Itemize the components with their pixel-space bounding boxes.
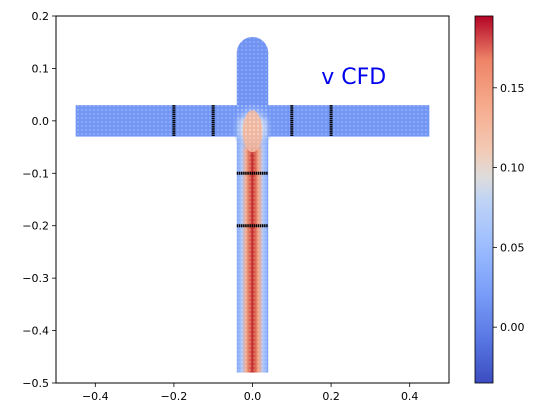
y-tick-label: −0.4 <box>22 325 49 338</box>
y-tick-label: 0.2 <box>32 10 50 23</box>
y-tick-label: −0.5 <box>22 377 49 390</box>
x-tick-label: −0.4 <box>82 390 109 403</box>
colorbar-axis: 0.15 0.10 0.05 0.00 <box>493 82 525 334</box>
x-axis: −0.4 −0.2 0.0 0.2 0.4 <box>82 383 419 403</box>
x-tick-label: 0.4 <box>401 390 419 403</box>
y-tick-label: −0.2 <box>22 220 49 233</box>
x-tick-label: 0.2 <box>322 390 340 403</box>
annotation-label: v CFD <box>321 65 386 90</box>
flow-domain <box>75 36 430 373</box>
y-axis: 0.2 0.1 0.0 −0.1 −0.2 −0.3 −0.4 −0.5 <box>22 10 56 390</box>
colorbar-tick-label: 0.10 <box>500 162 525 175</box>
y-tick-label: −0.3 <box>22 272 49 285</box>
x-tick-label: −0.2 <box>161 390 188 403</box>
colorbar-tick-label: 0.15 <box>500 82 525 95</box>
y-tick-label: −0.1 <box>22 167 49 180</box>
colorbar-tick-label: 0.05 <box>500 241 525 254</box>
colorbar-bar <box>474 15 494 384</box>
y-tick-label: 0.0 <box>32 115 50 128</box>
probe-lines <box>172 105 333 228</box>
colorbar-tick-label: 0.00 <box>500 321 525 334</box>
y-tick-label: 0.1 <box>32 62 50 75</box>
x-tick-label: 0.0 <box>244 390 262 403</box>
mesh-texture-v <box>236 36 269 373</box>
